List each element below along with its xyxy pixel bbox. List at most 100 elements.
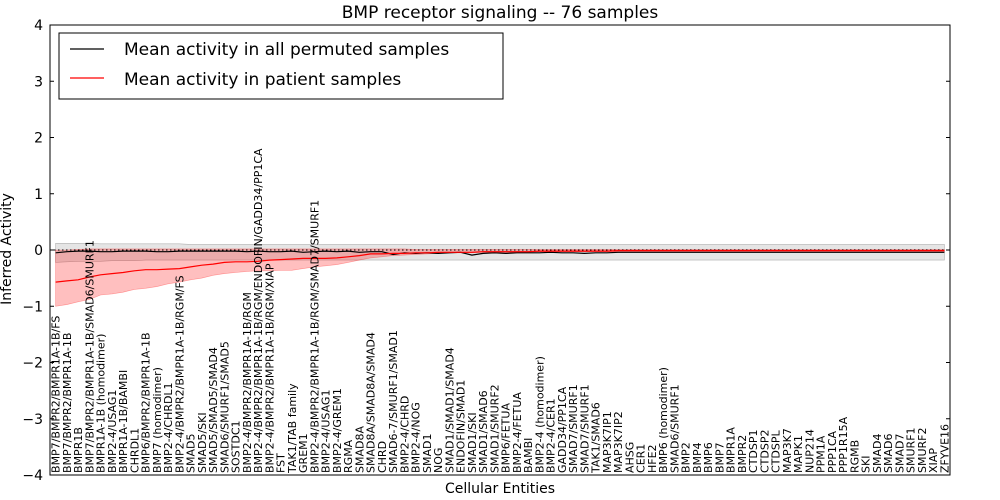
category-label: MAP3K7IP2 <box>612 411 625 473</box>
category-label: PPM1A <box>815 435 828 473</box>
category-label: BMPR1B <box>72 427 85 473</box>
category-label: MAP3K7IP1 <box>601 411 614 473</box>
category-label: BMPR1A-1B/BAMBI <box>117 370 130 473</box>
y-tick-label: 3 <box>34 74 43 90</box>
category-label: SKI <box>860 456 873 473</box>
category-label: TAK1/TAB family <box>286 383 299 474</box>
category-label: SMAD1/SMURF2 <box>488 384 501 473</box>
legend-label-permuted: Mean activity in all permuted samples <box>124 40 449 60</box>
category-label: BMP2-4/BMPR2/BMPR1A-1B/RGM/SMAD7/SMURF1 <box>308 200 321 473</box>
category-label: SMAD7/SMURF1 <box>578 384 591 473</box>
category-label: BMP2-4/BMPR2/BMPR1A-1B/RGM/XIAP <box>263 263 276 473</box>
category-label: BMP2-4/USAG1 <box>106 390 119 473</box>
y-tick-label: −4 <box>22 468 43 484</box>
category-label: BMP2-4/CHRDL1 <box>162 382 175 473</box>
category-label: BMP6/FETUA <box>500 403 513 473</box>
category-label: CHRDL1 <box>128 428 141 473</box>
category-label: SMAD4 <box>871 434 884 473</box>
category-label: BMP2-4/CHRD <box>398 396 411 473</box>
category-label: CTDSP1 <box>747 429 760 472</box>
category-label: SMAD1/SMAD6 <box>477 390 490 473</box>
category-label: SMAD6-7/SMURF1/SMAD1 <box>387 330 400 473</box>
category-label: RGMA <box>342 439 355 473</box>
category-label: BMP7/BMPR2/BMPR1A-1B/FS <box>50 316 63 473</box>
category-label: BMP7/BMPR2/BMPR1A-1B <box>61 333 74 474</box>
category-label: SMAD7 <box>893 434 906 473</box>
category-label: BMP2-4 (homodimer) <box>533 356 546 473</box>
category-label: SMAD5 <box>185 434 198 473</box>
category-label: BMP6/BMPR2/BMPR1A-1B <box>140 332 153 473</box>
legend-label-patient: Mean activity in patient samples <box>124 70 401 90</box>
category-label: BMPR1A <box>725 427 738 473</box>
category-label: SMAD5/SMAD5/SMAD4 <box>207 347 220 473</box>
series-line-patient <box>55 250 945 283</box>
category-label: PPP1CA <box>826 430 839 473</box>
category-label: ENDOFIN/SMAD1 <box>455 380 468 473</box>
series-line-permuted <box>55 250 945 256</box>
category-label: SMAD8A <box>353 426 366 473</box>
category-label: RGMB <box>848 440 861 473</box>
legend: Mean activity in all permuted samples Me… <box>58 32 504 100</box>
category-label: BMP2-4/BMPR2/BMPR1A-1B/RGM <box>241 292 254 473</box>
category-label: MAP3K7 <box>781 428 794 473</box>
category-label: BMP2-4/CER1 <box>545 398 558 473</box>
category-label: NOG <box>432 448 445 473</box>
category-label: GADD34/PP1CA <box>556 386 569 473</box>
category-label: BMP7/BMPR2/BMPR1A-1B/SMAD6/SMURF1 <box>83 240 96 473</box>
category-labels: BMP7/BMPR2/BMPR1A-1B/FSBMP7/BMPR2/BMPR1A… <box>50 148 952 474</box>
category-label: BMP2-4/BMPR2/BMPR1A-1B/RGM/ENDOFIN/GADD3… <box>252 148 265 473</box>
category-label: BMP6 (homodimer) <box>657 367 670 473</box>
category-label: CTDSP2 <box>758 430 771 473</box>
y-tick-label: −1 <box>22 299 43 315</box>
category-label: CHRD <box>376 441 389 473</box>
category-label: BMP2-4/GREM1 <box>331 388 344 473</box>
y-tick-label: −2 <box>22 356 43 372</box>
category-label: TAK1/SMAD6 <box>590 402 603 474</box>
category-label: GREM1 <box>297 433 310 473</box>
category-label: ZFYVE16 <box>938 424 951 473</box>
category-label: MAPK1 <box>792 435 805 473</box>
category-label: XIAP <box>927 448 940 473</box>
category-label: BMPR2 <box>736 435 749 473</box>
y-tick-label: 4 <box>34 18 43 34</box>
category-label: HFE2 <box>646 444 659 473</box>
category-label: NUP214 <box>803 429 816 473</box>
category-label: SMAD8A/SMAD8A/SMAD4 <box>365 332 378 473</box>
category-label: FST <box>275 453 288 473</box>
category-label: AHSG <box>623 442 636 473</box>
category-label: SMURF2 <box>916 428 929 474</box>
category-label: SOSTDC1 <box>230 420 243 473</box>
category-label: BMPR1A-1B (homodimer) <box>95 334 108 473</box>
y-tick-label: 0 <box>34 243 43 259</box>
category-label: BMP4 <box>691 442 704 473</box>
category-label: CER1 <box>635 444 648 473</box>
y-tick-label: −3 <box>22 412 43 428</box>
y-axis-label: Inferred Activity <box>0 193 15 305</box>
category-label: BMP7 (homodimer) <box>151 367 164 473</box>
x-axis-label: Cellular Entities <box>445 481 555 497</box>
category-label: SMAD6/SMURF1/SMAD5 <box>218 341 231 473</box>
y-tick-label: 1 <box>34 187 43 203</box>
category-label: CTDSPL <box>770 429 783 472</box>
category-label: BMP2 <box>680 442 693 473</box>
category-label: SMAD6 <box>882 434 895 473</box>
y-tick-label: 2 <box>34 131 43 147</box>
category-label: BMP6 <box>702 442 715 473</box>
category-label: BMP2-4/BMPR2/BMPR1A-1B/RGM/FS <box>173 275 186 473</box>
category-label: SMAD6/SMURF1 <box>668 384 681 473</box>
category-label: PPP1R15A <box>837 416 850 473</box>
category-label: SMAD7/SMURF1 <box>567 384 580 473</box>
category-label: SMAD1/SMAD1/SMAD4 <box>443 347 456 473</box>
category-label: SMAD1 <box>421 434 434 473</box>
y-axis-ticks: 4 3 2 1 0 −1 −2 −3 −4 <box>22 18 950 484</box>
legend-box <box>58 32 504 100</box>
series-lines <box>55 250 945 283</box>
category-label: SMAD5/SKI <box>196 412 209 473</box>
category-label: SMAD1/SKI <box>466 412 479 473</box>
category-label: BMP2-4/FETUA <box>511 392 524 473</box>
category-label: BMP2-4/NOG <box>410 402 423 473</box>
chart-title: BMP receptor signaling -- 76 samples <box>342 3 659 23</box>
category-label: BAMBI <box>522 438 535 473</box>
category-label: BMP7 <box>713 442 726 473</box>
